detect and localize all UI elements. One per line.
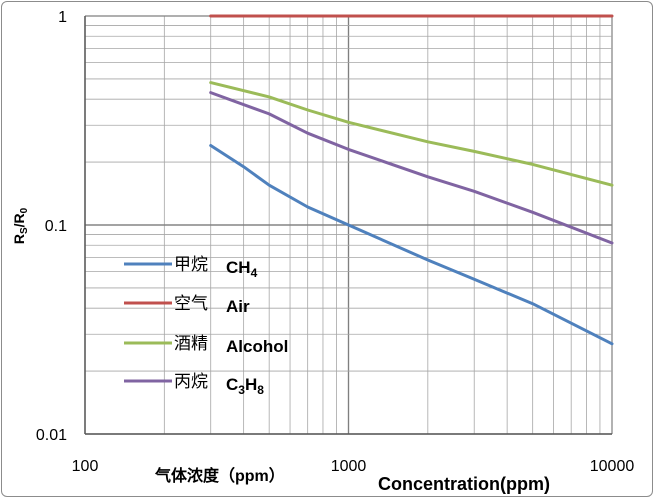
legend-label-en-c3h8: C3H8	[226, 375, 264, 397]
x-axis-label-cn: 气体浓度（ppm）	[154, 466, 285, 485]
y-tick-label: 0.01	[36, 427, 67, 444]
legend-label-cn-air: 空气	[174, 294, 208, 313]
y-tick-label: 0.1	[45, 218, 67, 235]
legend-item-air: 空气 Air	[124, 294, 250, 316]
legend-item-alcohol: 酒精 Alcohol	[124, 334, 288, 356]
axes: 0.01 0.1 1 100 1000 10000	[36, 9, 634, 475]
x-axis-label-en: Concentration(ppm)	[378, 474, 550, 494]
legend-item-c3h8: 丙烷 C3H8	[124, 372, 264, 397]
y-tick-label: 1	[58, 9, 67, 26]
grid	[84, 15, 613, 435]
x-tick-label: 1000	[331, 458, 367, 475]
series-lines	[209, 14, 614, 346]
y-axis-label: RS/R0	[11, 207, 30, 244]
legend-label-en-ch4: CH4	[226, 258, 258, 280]
legend-label-en-air: Air	[226, 297, 250, 316]
series-line-c3h8	[209, 91, 614, 245]
x-tick-label: 100	[72, 458, 99, 475]
series-line-alcohol	[209, 81, 614, 187]
legend: 甲烷 CH4 空气 Air 酒精 Alcohol 丙烷 C3H8	[124, 255, 288, 397]
legend-label-en-alcohol: Alcohol	[226, 337, 288, 356]
legend-item-ch4: 甲烷 CH4	[124, 255, 258, 280]
legend-label-cn-alcohol: 酒精	[174, 334, 208, 353]
x-tick-label: 10000	[590, 458, 635, 475]
series-line-ch4	[209, 144, 614, 346]
legend-label-cn-ch4: 甲烷	[174, 255, 208, 274]
legend-label-cn-c3h8: 丙烷	[174, 372, 208, 391]
